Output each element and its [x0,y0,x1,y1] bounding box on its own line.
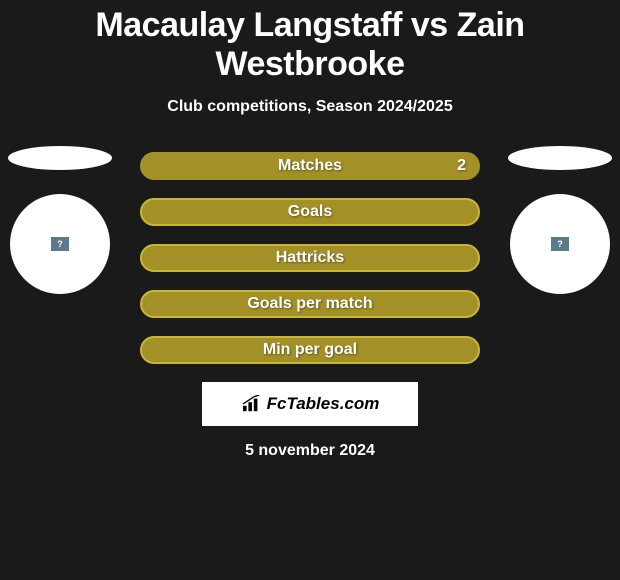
page-title: Macaulay Langstaff vs Zain Westbrooke [0,0,620,84]
placeholder-icon: ? [550,236,570,252]
player-right-avatar: ? [510,194,610,294]
stat-rows: Matches 2 Goals Hattricks Goals per matc… [140,152,480,364]
stat-row-goals-per-match: Goals per match [140,290,480,318]
stat-label: Matches [278,157,342,175]
player-left-badge-ellipse [8,146,112,170]
stat-row-goals: Goals [140,198,480,226]
stat-label: Goals [288,203,332,221]
player-right-column: ? [500,146,620,294]
site-logo: FcTables.com [202,382,418,426]
stat-label: Min per goal [263,341,357,359]
page-subtitle: Club competitions, Season 2024/2025 [0,98,620,116]
stat-label: Goals per match [247,295,372,313]
comparison-area: ? Matches 2 Goals Hattricks Goals per ma… [0,152,620,364]
player-left-avatar: ? [10,194,110,294]
player-right-badge-ellipse [508,146,612,170]
stat-label: Hattricks [276,249,344,267]
logo-text: FcTables.com [267,394,380,414]
stat-row-min-per-goal: Min per goal [140,336,480,364]
stat-value-right: 2 [457,157,466,175]
stat-row-matches: Matches 2 [140,152,480,180]
player-left-column: ? [0,146,120,294]
date-label: 5 november 2024 [0,442,620,460]
placeholder-icon: ? [50,236,70,252]
chart-icon [241,395,263,413]
stat-row-hattricks: Hattricks [140,244,480,272]
